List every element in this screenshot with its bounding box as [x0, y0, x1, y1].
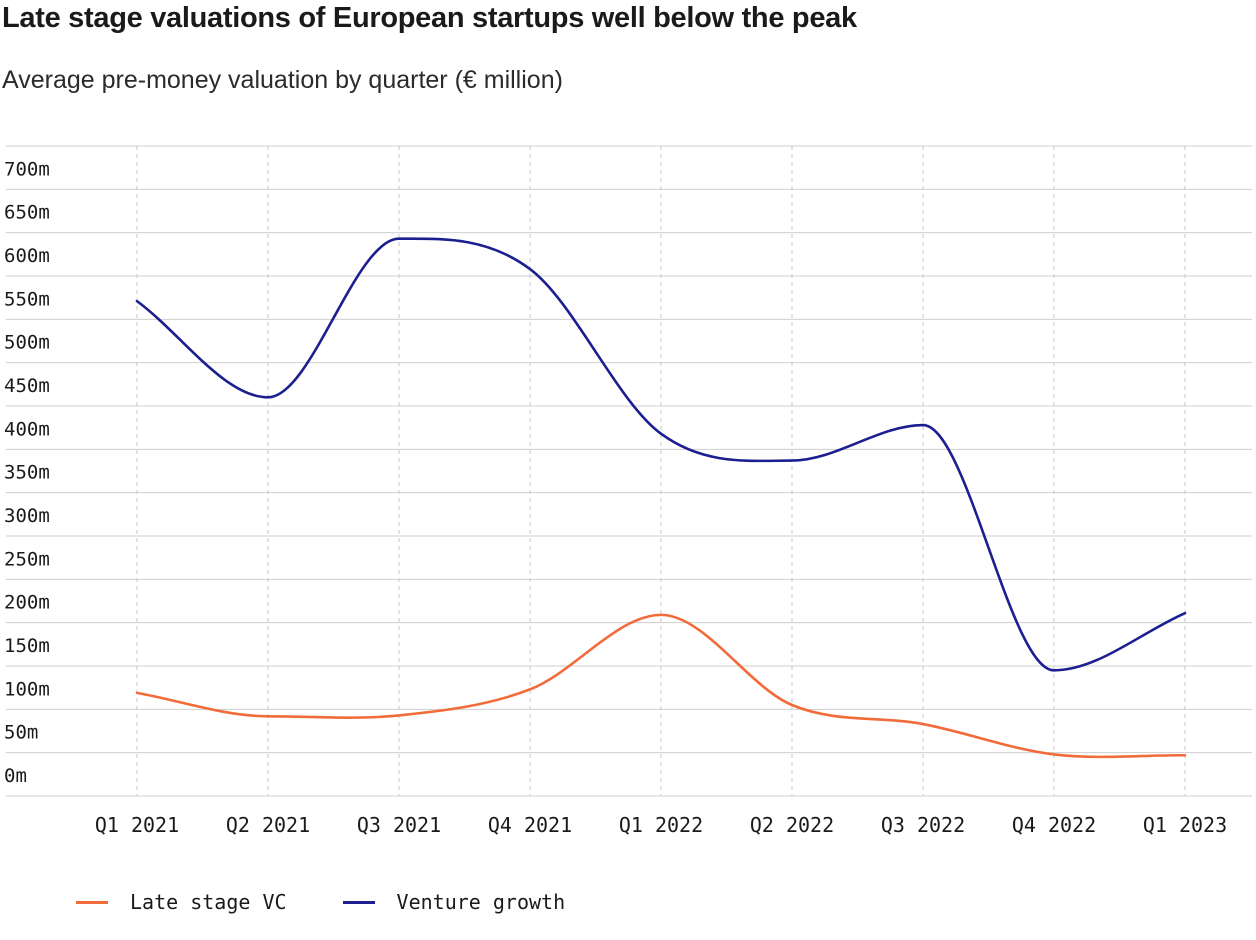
y-tick-label: 150m [4, 635, 50, 657]
line-chart: 0m 50m 100m 150m 200m 250m 300m 350m 400m 450m 500… [4, 145, 1252, 837]
label-layer: 0m 50m 100m 150m 200m 250m 300m 350m 400m 450m 500… [4, 158, 1227, 837]
x-tick-label: Q1 2021 [95, 813, 179, 837]
y-tick-label: 250m [4, 548, 50, 570]
legend-label-late-stage-vc: Late stage VC [130, 890, 287, 914]
y-tick-label: 600m [4, 245, 50, 267]
y-tick-label: 200m [4, 592, 50, 614]
y-tick-label: 50m [4, 722, 38, 744]
y-tick-label: 350m [4, 462, 50, 484]
legend-item-venture-growth[interactable]: Venture growth [342, 890, 566, 914]
x-tick-label: Q2 2021 [226, 813, 310, 837]
y-tick-label: 300m [4, 505, 50, 527]
legend-swatch-venture-growth [342, 900, 375, 904]
grid-layer [6, 145, 1252, 797]
y-tick-label: 0m [4, 765, 27, 787]
legend-item-late-stage-vc[interactable]: Late stage VC [76, 890, 287, 914]
series-line-late-stage-vc[interactable] [135, 613, 1187, 759]
legend: Late stage VC Venture growth [76, 890, 621, 914]
legend-label-venture-growth: Venture growth [396, 890, 566, 914]
x-tick-label: Q1 2023 [1143, 813, 1227, 837]
y-tick-label: 450m [4, 375, 50, 397]
x-tick-label: Q2 2022 [750, 813, 834, 837]
x-tick-label: Q3 2021 [357, 813, 441, 837]
x-tick-label: Q1 2022 [619, 813, 703, 837]
series-layer [135, 237, 1187, 759]
chart-subtitle: Average pre-money valuation by quarter (… [2, 66, 563, 94]
y-tick-label: 100m [4, 678, 50, 700]
y-tick-label: 400m [4, 418, 50, 440]
x-tick-label: Q4 2022 [1012, 813, 1096, 837]
series-line-venture-growth[interactable] [135, 237, 1187, 672]
y-tick-label: 700m [4, 158, 50, 180]
chart-title: Late stage valuations of European startu… [2, 2, 857, 34]
y-tick-label: 550m [4, 288, 50, 310]
x-tick-label: Q3 2022 [881, 813, 965, 837]
x-tick-label: Q4 2021 [488, 813, 572, 837]
y-tick-label: 650m [4, 202, 50, 224]
legend-swatch-late-stage-vc [76, 900, 108, 904]
y-tick-label: 500m [4, 332, 50, 354]
